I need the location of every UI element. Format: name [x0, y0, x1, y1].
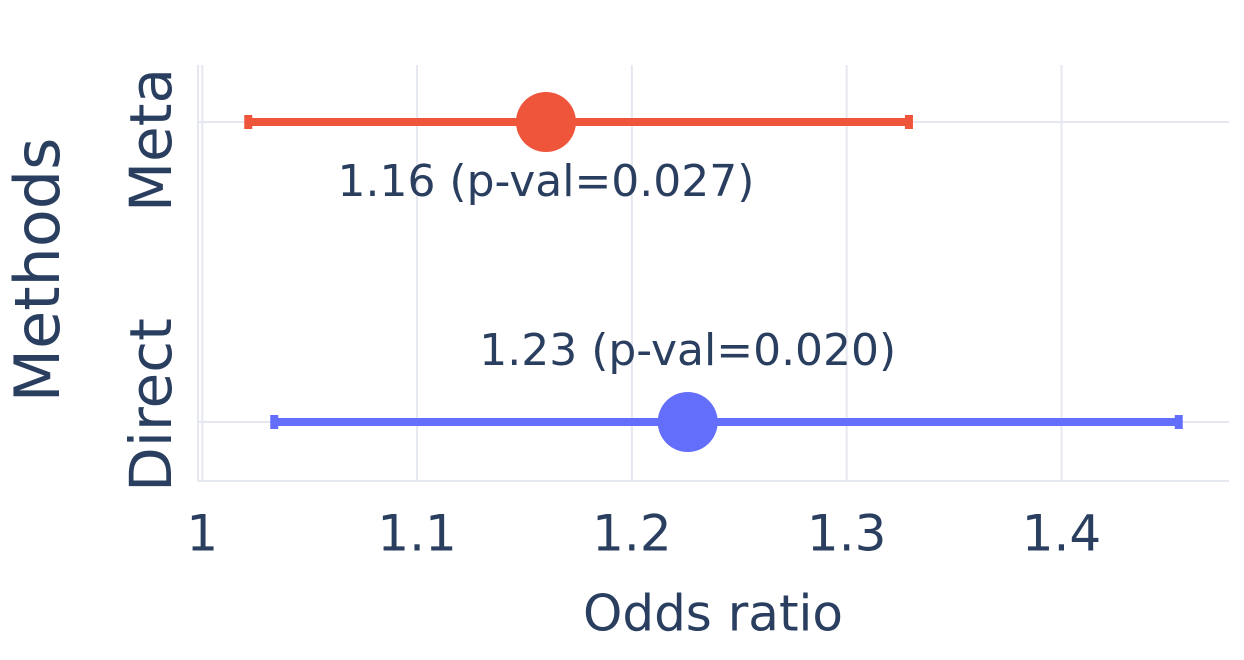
x-tick-label: 1.4: [1022, 505, 1102, 563]
value-label: 1.23 (p-val=0.020): [479, 325, 896, 376]
error-bar: [244, 115, 913, 129]
y-axis-title: Methods: [1, 138, 74, 403]
y-tick-label: Meta: [117, 68, 185, 212]
x-axis-title: Odds ratio: [583, 585, 843, 643]
point: [657, 392, 718, 452]
y-tick-label: Direct: [117, 318, 185, 492]
x-tick-label: 1.2: [592, 505, 672, 563]
error-bar: [270, 415, 1183, 429]
x-tick-label: 1: [186, 505, 218, 563]
point: [515, 92, 576, 152]
value-label: 1.16 (p-val=0.027): [337, 156, 754, 207]
x-tick-label: 1.3: [807, 505, 887, 563]
x-tick-label: 1.1: [377, 505, 457, 563]
